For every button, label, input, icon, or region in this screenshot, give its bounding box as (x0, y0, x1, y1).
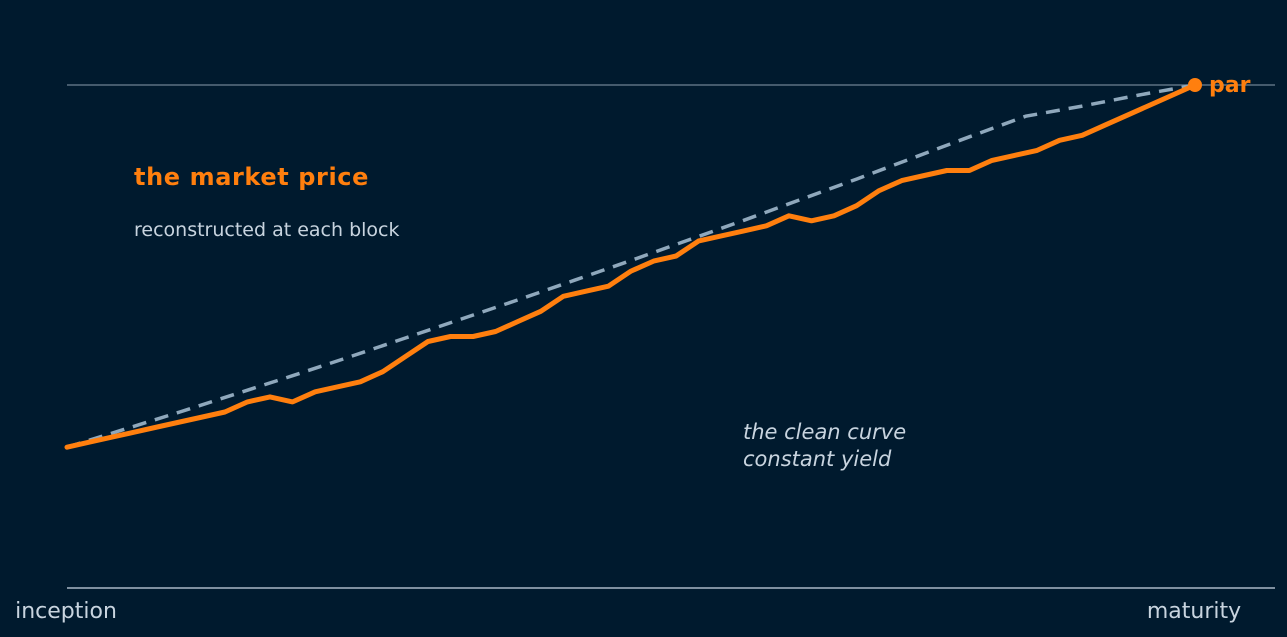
par-endpoint-marker (1188, 78, 1202, 92)
x-tick-label-inception: inception (15, 599, 117, 624)
market-price-line (64, 82, 1198, 450)
par-label: par (1209, 73, 1251, 98)
clean-curve-line (66, 83, 1196, 449)
x-tick-label-maturity: maturity (1147, 599, 1241, 624)
clean-curve-annotation: the clean curve (743, 420, 906, 444)
market-price-subtitle: reconstructed at each block (134, 219, 400, 241)
market-price-annotation: the market price (134, 163, 369, 191)
clean-curve-subannotation: constant yield (743, 447, 892, 471)
